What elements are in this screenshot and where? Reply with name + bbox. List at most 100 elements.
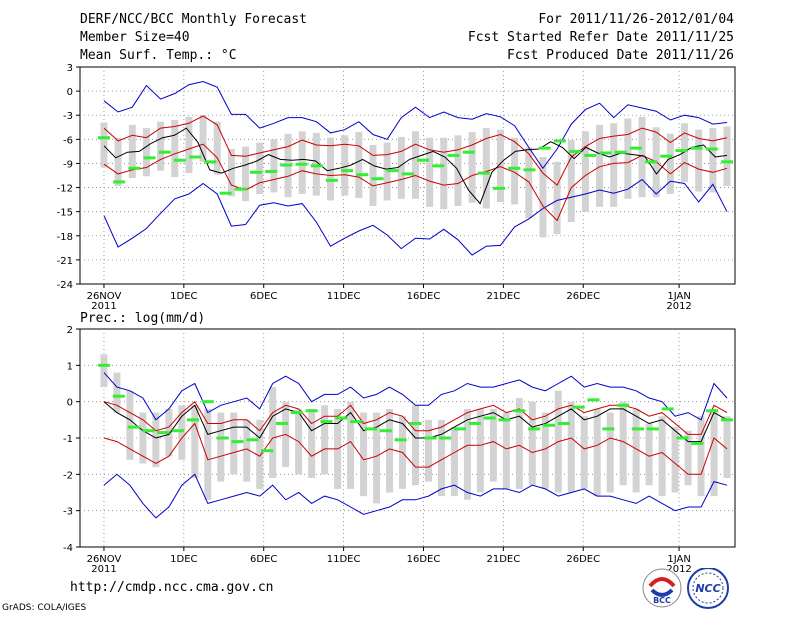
ensemble-box	[580, 416, 588, 489]
logos: BCC NCC	[642, 568, 729, 609]
ensemble-box	[666, 133, 674, 194]
y-tick-label: -12	[57, 184, 73, 195]
forecast-produced: Fcst Produced Date 2011/11/26	[507, 48, 734, 63]
ensemble-box	[242, 146, 250, 202]
bcc-logo-text: BCC	[653, 596, 671, 605]
y-tick-label: -9	[63, 159, 73, 170]
ensemble-box	[437, 419, 445, 497]
ensemble-box	[723, 416, 731, 478]
ensemble-box	[100, 354, 108, 388]
x-tick-label: 26NOV	[87, 291, 122, 302]
y-tick-label: 1	[67, 361, 73, 372]
ensemble-box	[695, 129, 703, 192]
ensemble-box	[213, 121, 221, 175]
x-tick-label: 6DEC	[250, 554, 277, 565]
ensemble-box	[386, 408, 394, 493]
bcc-logo: BCC	[642, 568, 682, 608]
spread-lower-line	[103, 422, 728, 475]
ensemble-box	[671, 427, 679, 493]
ensemble-box	[270, 139, 278, 193]
ensemble-box	[411, 131, 419, 199]
ensemble-box	[199, 115, 207, 162]
x-tick-label: 1JAN	[667, 554, 690, 565]
y-tick-label: 0	[67, 87, 73, 98]
ensemble-box	[619, 401, 627, 486]
ensemble-box	[360, 412, 368, 497]
ensemble-box	[424, 419, 432, 482]
ensemble-box	[709, 128, 717, 193]
y-tick-label: 0	[67, 398, 73, 409]
x-tick-label: 11DEC	[327, 291, 361, 302]
y-tick-label: 2	[67, 325, 73, 336]
ensemble-box	[596, 124, 604, 207]
extreme-lower-line	[103, 473, 728, 519]
spread-lower-line	[103, 143, 728, 222]
x-tick-label: 1DEC	[170, 554, 197, 565]
ensemble-box	[327, 137, 335, 201]
ensemble-box	[230, 412, 238, 475]
ensemble-box	[528, 401, 536, 486]
x-tick-sublabel: 2012	[666, 301, 691, 312]
ensemble-box	[658, 416, 666, 497]
variable-label: Mean Surf. Temp.: °C	[80, 48, 237, 63]
ensemble-box	[482, 128, 490, 209]
ensemble-box	[347, 401, 355, 489]
member-size: Member Size=40	[80, 30, 190, 45]
ensemble-box	[515, 398, 523, 489]
y-tick-label: -24	[57, 280, 73, 291]
ensemble-box	[185, 116, 193, 174]
forecast-started: Fcst Started Refer Date 2011/11/25	[467, 30, 734, 45]
ensemble-box	[681, 123, 689, 182]
ensemble-mean-line	[103, 401, 728, 443]
x-tick-label: 1JAN	[667, 291, 690, 302]
ensemble-box	[606, 412, 614, 493]
ensemble-box	[489, 408, 497, 482]
ensemble-box	[697, 416, 705, 497]
ensemble-box	[171, 120, 179, 178]
ensemble-box	[710, 408, 718, 497]
y-tick-label: -3	[63, 507, 73, 518]
ensemble-box	[256, 419, 264, 489]
ensemble-box	[114, 137, 122, 186]
ensemble-box	[468, 132, 476, 203]
ensemble-box	[593, 408, 601, 497]
ncc-logo: NCC	[687, 568, 729, 609]
ensemble-box	[142, 128, 150, 177]
y-tick-label: -3	[63, 111, 73, 122]
ensemble-box	[152, 412, 160, 468]
ensemble-box	[723, 126, 731, 186]
x-tick-label: 21DEC	[486, 291, 520, 302]
ensemble-box	[496, 129, 504, 203]
source-url[interactable]: http://cmdp.ncc.cma.gov.cn	[70, 580, 274, 595]
x-tick-label: 26DEC	[566, 554, 600, 565]
ensemble-box	[450, 427, 458, 497]
y-tick-label: -1	[63, 434, 73, 445]
ensemble-box	[204, 408, 212, 500]
ensemble-box	[139, 412, 147, 464]
grads-credit: GrADS: COLA/IGES	[2, 603, 87, 613]
ensemble-box	[355, 132, 363, 199]
ensemble-box	[567, 401, 575, 493]
extreme-upper-line	[103, 372, 728, 421]
extreme-upper-line	[103, 80, 728, 170]
x-tick-label: 6DEC	[250, 291, 277, 302]
ensemble-box	[476, 408, 484, 493]
x-tick-sublabel: 2011	[91, 301, 116, 312]
y-tick-label: -6	[63, 135, 73, 146]
ensemble-box	[553, 161, 561, 235]
ensemble-box	[426, 137, 434, 207]
ensemble-box	[191, 405, 199, 478]
x-tick-label: 16DEC	[407, 554, 441, 565]
ensemble-box	[624, 118, 632, 199]
forecast-period: For 2011/11/26-2012/01/04	[538, 12, 734, 27]
x-tick-label: 1DEC	[170, 291, 197, 302]
ensemble-box	[217, 412, 225, 482]
y-tick-label: -21	[57, 256, 73, 267]
ensemble-box	[463, 408, 471, 500]
ensemble-box	[511, 137, 519, 205]
x-tick-label: 26NOV	[87, 554, 122, 565]
x-tick-label: 11DEC	[327, 554, 361, 565]
ensemble-box	[567, 140, 575, 223]
ensemble-box	[610, 123, 618, 207]
